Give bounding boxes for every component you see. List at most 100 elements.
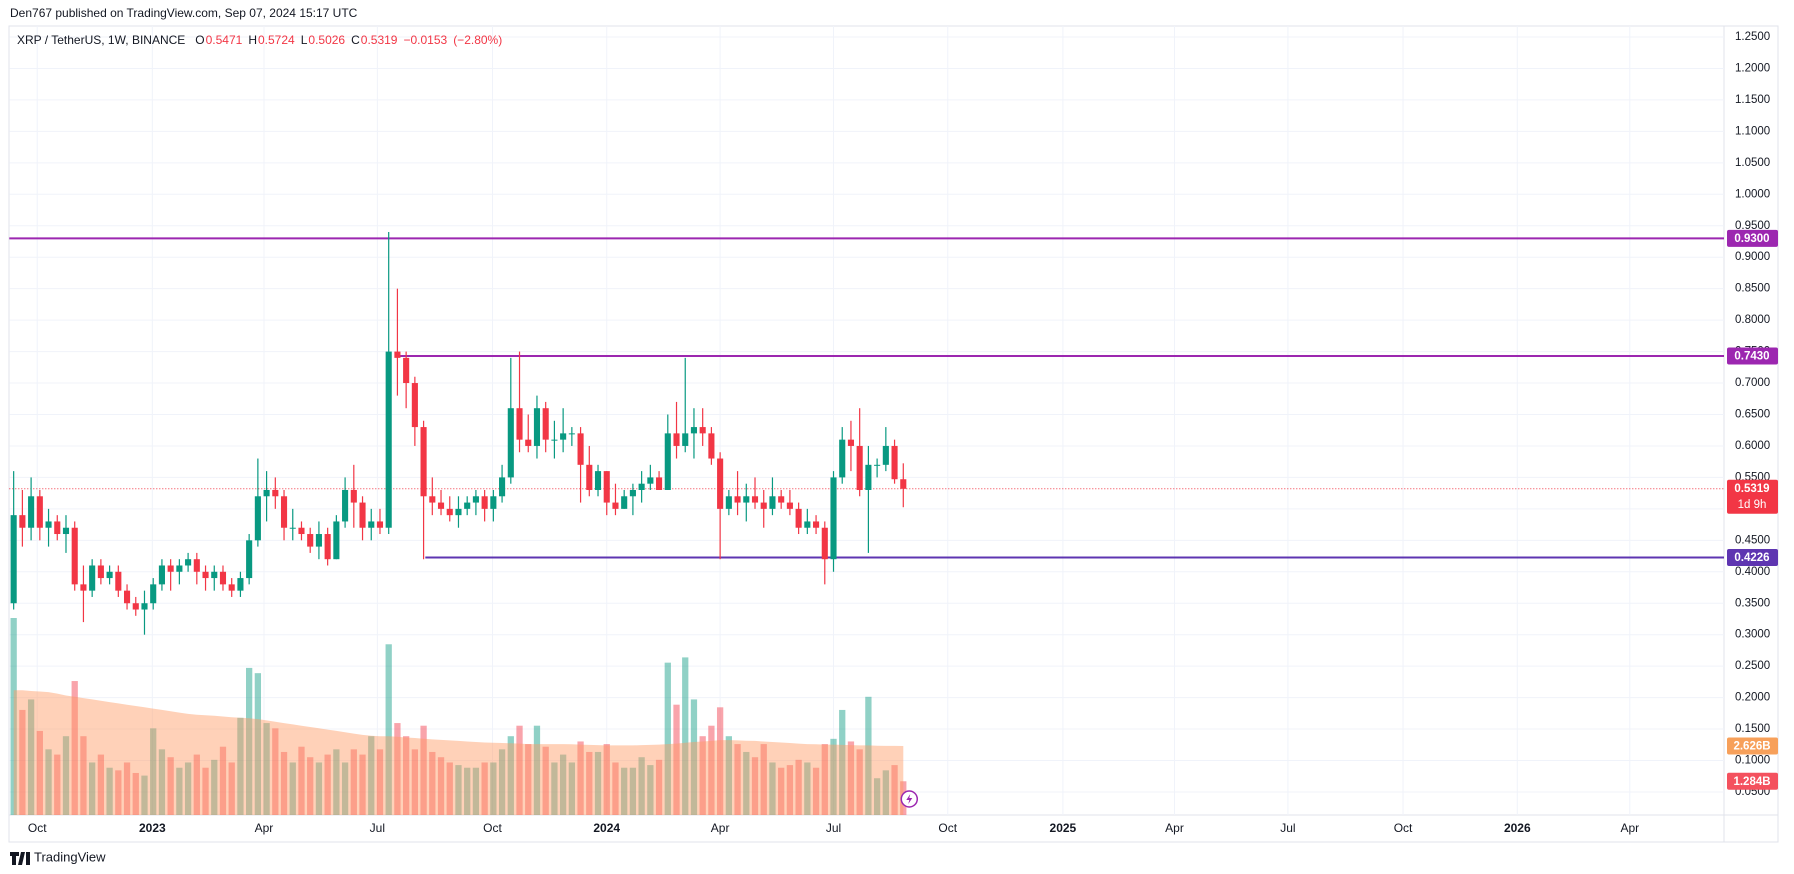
candle-body [342,489,349,522]
level-tag: 0.4226 [1727,549,1778,567]
volume-tag: 1.284B [1727,772,1778,790]
volume-pane [10,618,907,815]
axes: Oct 2023 Apr Jul Oct 2024 Apr Jul Oct 2025 Apr Jul O… [28,31,1778,835]
event-icon-bolt [906,794,913,804]
candle-body [734,496,741,503]
volume-bar [27,699,35,815]
candle-body [821,527,828,560]
volume-bar [184,762,192,815]
level-tag-label: 0.4226 [1734,552,1769,564]
volume-bar [559,754,567,815]
level-tag-box [1727,549,1778,567]
candle-body [839,439,846,478]
volume-bar [97,754,105,815]
y-tick-label: 0.1000 [1735,755,1770,767]
volume-bar [202,767,209,815]
candle-body [141,603,148,610]
volume-bar [437,757,445,815]
volume-bar [45,749,52,815]
candle-body [795,508,802,528]
candle-body [664,433,671,490]
volume-bar [333,749,340,815]
volume-bar [455,765,462,815]
x-tick-label: Apr [1165,821,1184,835]
volume-bar [324,754,331,815]
volume-bar [176,767,183,815]
volume-bar [246,667,253,815]
volume-ma-tag-label: 2.626B [1733,741,1770,753]
volume-bar [89,762,96,815]
volume-bar [481,762,488,815]
candle-body [36,496,43,528]
volume-bar [856,749,863,815]
candles [9,232,1724,635]
volume-bar [542,746,549,815]
volume-bar [516,725,523,815]
candle-body [830,477,837,560]
volume-bar [638,757,645,815]
candle-body [804,521,811,528]
x-tick-label: Apr [1620,821,1639,835]
candle-body [115,571,122,591]
candle-body [89,565,96,591]
candle-body [150,584,157,604]
x-tick-label: Jul [826,821,841,835]
volume-bar [307,757,314,815]
y-tick-label: 0.9500 [1735,220,1770,232]
candle-body [219,571,227,585]
volume-bar [568,762,575,815]
y-tick-label: 0.2000 [1735,692,1770,704]
volume-bar [62,736,70,815]
volume-bar [167,757,174,815]
y-tick-label: 0.6500 [1735,409,1770,421]
candle-body [263,489,270,497]
volume-bar [341,762,349,815]
candle-body [594,471,602,490]
symbol: XRP / TetherUS, 1W, BINANCE [17,33,186,47]
candle-body [743,496,750,503]
volume-bar [612,762,619,815]
candle-body [856,445,863,490]
price-tag: 0.5319 1d 9h [1727,479,1778,514]
volume-bar [734,744,741,815]
volume-bar [123,762,131,815]
volume-ma-tag-box [1727,737,1778,755]
volume-bar [54,754,61,815]
level-tag-box [1727,229,1778,247]
ohlc-value: 0.5471 [205,33,243,47]
volume-bar [507,736,514,815]
volume-bar [786,765,794,815]
candle-body [394,351,401,358]
candle-body [586,464,593,490]
grid [9,26,1724,815]
candle-body [28,496,35,528]
candle-body [455,508,462,516]
volume-bar [882,770,889,815]
frame [8,25,1779,843]
y-tick-label: 1.2000 [1735,62,1770,74]
candle-body [499,477,506,497]
ohlc-key: H [248,33,257,47]
y-tick-label: 1.2500 [1735,31,1770,43]
candle-body [786,502,793,509]
volume-bar [743,751,750,815]
candle-body [621,496,628,509]
candle-body [359,502,366,528]
y-tick-label: 0.6000 [1735,440,1770,452]
candle-body [62,527,70,535]
volume-bar [141,775,148,815]
candle-body [717,458,724,509]
candle-body [673,433,680,446]
volume-bar [272,728,279,815]
volume-tag-label: 1.284B [1733,776,1770,788]
volume-tag-box [1727,772,1778,790]
volume-bar [446,762,453,815]
level-tag-label: 0.9300 [1734,233,1769,245]
volume-bar [219,746,227,815]
volume-bar [716,707,724,815]
volume-bar [411,749,419,815]
candle-body [533,408,541,446]
ohlc: O0.5471 H0.5724 L0.5026 C0.5319 [195,33,403,47]
candle-body [176,565,183,572]
